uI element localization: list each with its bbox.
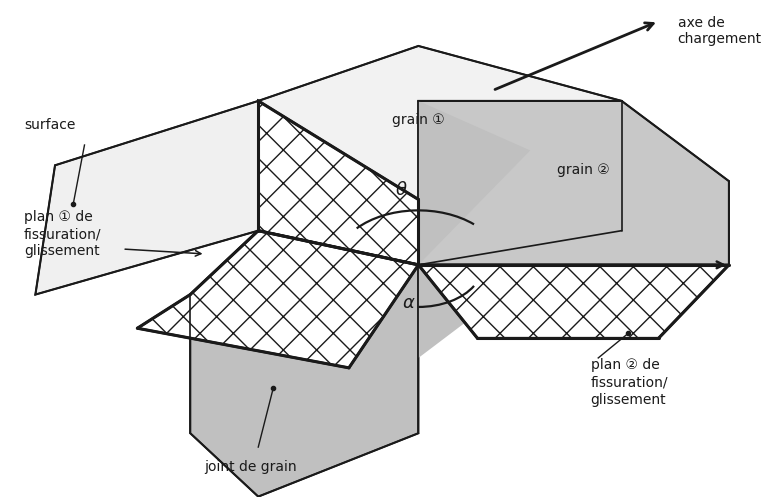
Polygon shape: [259, 46, 622, 265]
Text: surface: surface: [24, 118, 76, 132]
Text: joint de grain: joint de grain: [204, 460, 297, 474]
Polygon shape: [418, 265, 729, 338]
Text: $\theta$: $\theta$: [396, 181, 408, 200]
Polygon shape: [418, 101, 729, 265]
Polygon shape: [137, 231, 418, 368]
Polygon shape: [418, 101, 530, 265]
Text: grain ②: grain ②: [557, 163, 609, 177]
Text: axe de
chargement: axe de chargement: [678, 16, 762, 46]
Polygon shape: [418, 265, 478, 358]
Polygon shape: [35, 101, 259, 294]
Text: $\alpha$: $\alpha$: [402, 294, 415, 312]
Polygon shape: [259, 101, 418, 265]
Text: grain ①: grain ①: [392, 113, 445, 127]
Polygon shape: [190, 231, 418, 497]
Text: plan ① de
fissuration/
glissement: plan ① de fissuration/ glissement: [24, 210, 101, 258]
Text: plan ② de
fissuration/
glissement: plan ② de fissuration/ glissement: [590, 359, 668, 407]
